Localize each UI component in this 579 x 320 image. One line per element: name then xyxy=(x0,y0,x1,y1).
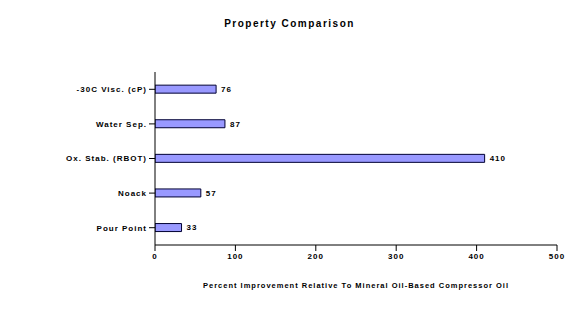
svg-text:57: 57 xyxy=(206,189,217,198)
svg-text:Noack: Noack xyxy=(118,189,147,198)
svg-text:87: 87 xyxy=(230,120,241,129)
svg-text:33: 33 xyxy=(187,223,198,232)
svg-text:410: 410 xyxy=(490,154,506,163)
svg-text:Ox. Stab. (RBOT): Ox. Stab. (RBOT) xyxy=(66,154,147,163)
svg-text:400: 400 xyxy=(468,252,484,261)
svg-text:Water Sep.: Water Sep. xyxy=(96,120,147,129)
svg-text:500: 500 xyxy=(549,252,565,261)
svg-text:-30C Visc. (cP): -30C Visc. (cP) xyxy=(77,85,147,94)
svg-text:100: 100 xyxy=(227,252,243,261)
svg-text:Percent Improvement Relative T: Percent Improvement Relative To Mineral … xyxy=(203,281,509,290)
svg-text:Pour Point: Pour Point xyxy=(97,224,147,233)
svg-text:76: 76 xyxy=(221,85,232,94)
html-text:Property Comparison: Property Comparison xyxy=(224,18,355,29)
svg-text:300: 300 xyxy=(388,252,404,261)
svg-text:0: 0 xyxy=(152,252,157,261)
svg-text:200: 200 xyxy=(308,252,324,261)
